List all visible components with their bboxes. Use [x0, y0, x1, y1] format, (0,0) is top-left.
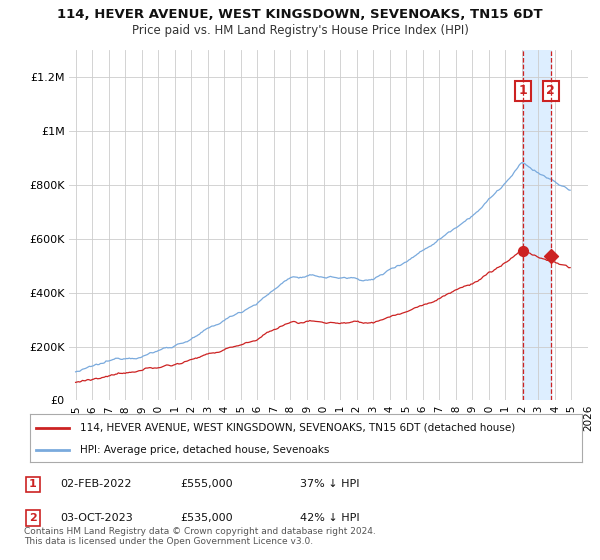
Point	[546, 252, 556, 261]
Text: 37% ↓ HPI: 37% ↓ HPI	[300, 479, 359, 489]
Text: 1: 1	[29, 479, 37, 489]
Bar	[523, 50, 551, 400]
Text: 114, HEVER AVENUE, WEST KINGSDOWN, SEVENOAKS, TN15 6DT (detached house): 114, HEVER AVENUE, WEST KINGSDOWN, SEVEN…	[80, 423, 515, 433]
Point	[518, 246, 528, 255]
Text: £555,000: £555,000	[180, 479, 233, 489]
Text: 2: 2	[29, 513, 37, 523]
Text: Contains HM Land Registry data © Crown copyright and database right 2024.
This d: Contains HM Land Registry data © Crown c…	[24, 526, 376, 546]
Text: 2: 2	[547, 85, 555, 97]
Text: £535,000: £535,000	[180, 513, 233, 523]
Text: 114, HEVER AVENUE, WEST KINGSDOWN, SEVENOAKS, TN15 6DT: 114, HEVER AVENUE, WEST KINGSDOWN, SEVEN…	[57, 8, 543, 21]
Text: 03-OCT-2023: 03-OCT-2023	[60, 513, 133, 523]
Text: HPI: Average price, detached house, Sevenoaks: HPI: Average price, detached house, Seve…	[80, 445, 329, 455]
Text: 42% ↓ HPI: 42% ↓ HPI	[300, 513, 359, 523]
Text: Price paid vs. HM Land Registry's House Price Index (HPI): Price paid vs. HM Land Registry's House …	[131, 24, 469, 36]
Text: 02-FEB-2022: 02-FEB-2022	[60, 479, 131, 489]
Text: 1: 1	[519, 85, 528, 97]
